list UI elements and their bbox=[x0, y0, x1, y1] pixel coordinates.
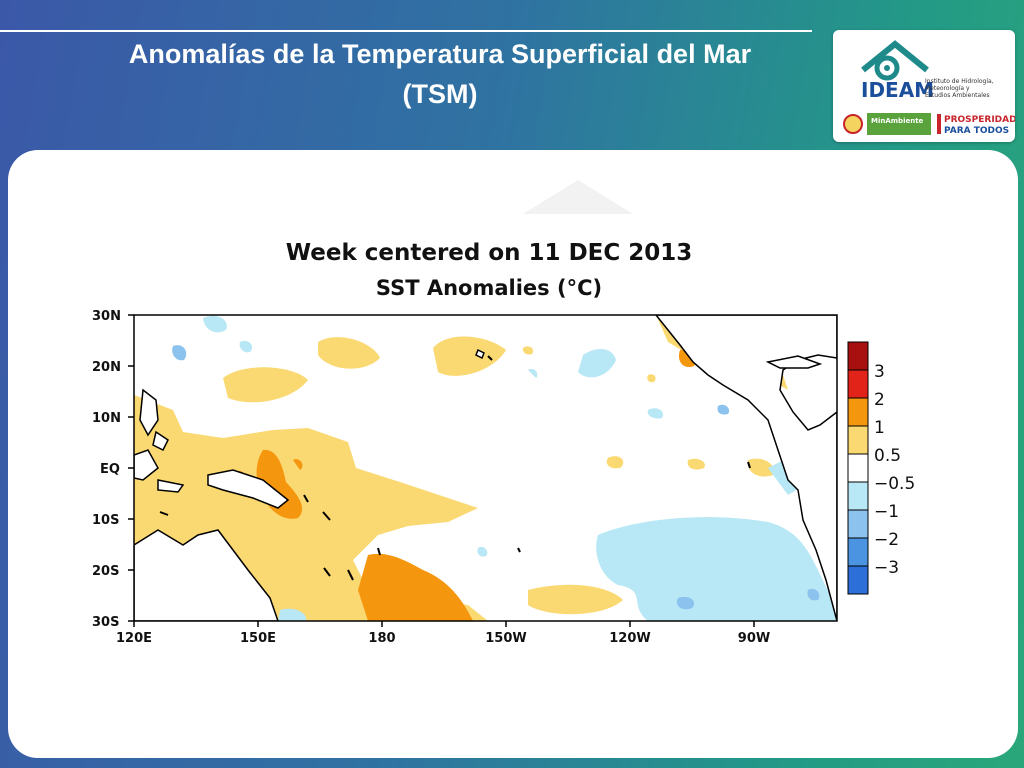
watermark-peak bbox=[523, 180, 633, 214]
colorbar-label-2: 2 bbox=[874, 390, 885, 410]
x-tick-90w: 90W bbox=[738, 631, 770, 646]
colorbar-swatch-4 bbox=[847, 453, 869, 483]
colorbar-swatch-3 bbox=[847, 425, 869, 455]
axis-ticks bbox=[128, 314, 755, 627]
colorbar-label-neg-0-5: −0.5 bbox=[874, 474, 915, 494]
y-tick-10n: 10N bbox=[92, 411, 121, 426]
ideam-logo: IDEAM Instituto de Hidrología, Meteorolo… bbox=[843, 40, 1017, 136]
seal-icon bbox=[843, 114, 863, 134]
colorbar bbox=[847, 341, 869, 595]
anomaly-field bbox=[134, 315, 837, 621]
colorbar-label-neg-3: −3 bbox=[874, 558, 899, 578]
logo-subtitle-3: Estudios Ambientales bbox=[925, 92, 990, 99]
land-masses bbox=[134, 315, 837, 621]
colorbar-swatch-8 bbox=[847, 565, 869, 595]
y-tick-30s: 30S bbox=[92, 615, 119, 630]
colorbar-label-neg-1: −1 bbox=[874, 502, 899, 522]
slogan-line1: PROSPERIDAD bbox=[944, 115, 1015, 125]
x-tick-120e: 120E bbox=[116, 631, 152, 646]
y-tick-30n: 30N bbox=[92, 309, 121, 324]
slide-title-line2: (TSM) bbox=[402, 79, 478, 109]
title-rule bbox=[0, 30, 812, 32]
colorbar-label-0-5: 0.5 bbox=[874, 446, 901, 466]
island-chains bbox=[159, 355, 751, 581]
sst-anomaly-map: Week centered on 11 DEC 2013 SST Anomali… bbox=[92, 180, 915, 646]
x-tick-labels: 120E 150E 180 150W 120W 90W bbox=[116, 631, 770, 646]
map-title-line1: Week centered on 11 DEC 2013 bbox=[286, 240, 693, 266]
colorbar-swatch-5 bbox=[847, 481, 869, 511]
y-tick-labels: 30N 20N 10N EQ 10S 20S 30S bbox=[92, 309, 121, 630]
colorbar-swatch-7 bbox=[847, 537, 869, 567]
cold-anomaly-spots bbox=[172, 345, 820, 610]
roof-icon bbox=[861, 40, 929, 73]
colorbar-label-1: 1 bbox=[874, 418, 885, 438]
x-tick-150e: 150E bbox=[240, 631, 276, 646]
colorbar-swatch-1 bbox=[847, 369, 869, 399]
ideam-logo-card: IDEAM Instituto de Hidrología, Meteorolo… bbox=[833, 30, 1017, 142]
colorbar-labels: 3 2 1 0.5 −0.5 −1 −2 −3 bbox=[874, 362, 915, 578]
colorbar-swatch-6 bbox=[847, 509, 869, 539]
colorbar-label-neg-2: −2 bbox=[874, 530, 899, 550]
slide-title: Anomalías de la Temperatura Superficial … bbox=[60, 34, 820, 114]
colorbar-swatch-0 bbox=[847, 341, 869, 371]
logo-subtitle-2: Meteorología y bbox=[925, 85, 970, 92]
map-title-line2: SST Anomalies (°C) bbox=[376, 276, 602, 300]
logo-name: IDEAM bbox=[861, 78, 934, 102]
ministry-text: MinAmbiente bbox=[871, 117, 924, 125]
y-tick-20n: 20N bbox=[92, 360, 121, 375]
slide-title-line1: Anomalías de la Temperatura Superficial … bbox=[128, 39, 752, 69]
x-tick-150w: 150W bbox=[485, 631, 526, 646]
content-card: Week centered on 11 DEC 2013 SST Anomali… bbox=[8, 150, 1018, 758]
y-tick-eq: EQ bbox=[100, 462, 120, 477]
logo-subtitle-1: Instituto de Hidrología, bbox=[925, 78, 994, 85]
y-tick-20s: 20S bbox=[92, 564, 119, 579]
x-tick-120w: 120W bbox=[609, 631, 650, 646]
swirl-icon bbox=[874, 55, 900, 81]
slogan-line2: PARA TODOS bbox=[944, 126, 1009, 136]
y-tick-10s: 10S bbox=[92, 513, 119, 528]
minambiente-badge bbox=[867, 113, 931, 135]
x-tick-180: 180 bbox=[368, 631, 395, 646]
colorbar-swatch-2 bbox=[847, 397, 869, 427]
colorbar-label-3: 3 bbox=[874, 362, 885, 382]
